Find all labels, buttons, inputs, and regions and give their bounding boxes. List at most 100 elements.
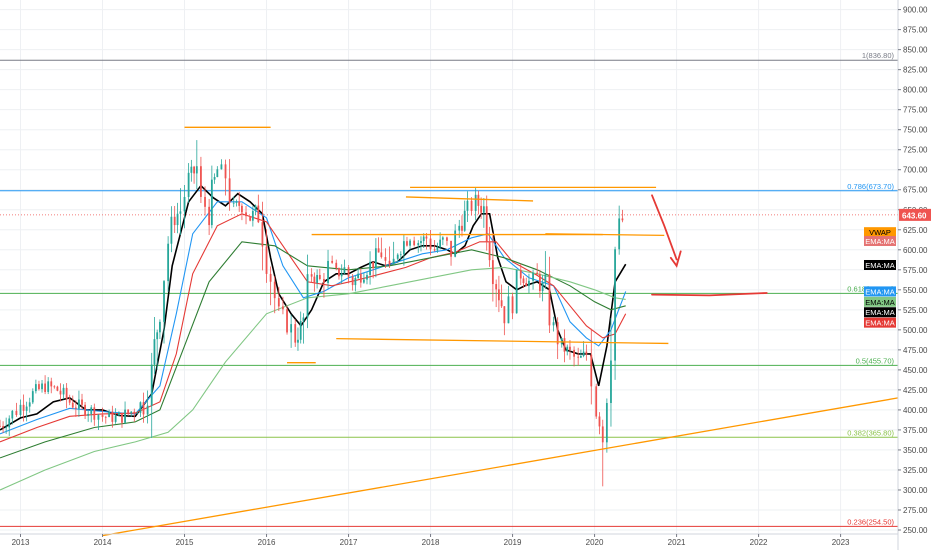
time-tick-label: 2014	[94, 538, 112, 547]
candle-body	[153, 339, 156, 365]
time-tick-label: 2019	[504, 538, 522, 547]
freehand-arrow	[651, 194, 678, 261]
time-tick-label: 2017	[340, 538, 358, 547]
candle-body	[497, 289, 500, 301]
grid	[0, 0, 898, 534]
candle-body	[50, 381, 53, 387]
candle-body	[228, 178, 231, 203]
candle-body	[450, 240, 452, 257]
candle-body	[235, 201, 238, 203]
candle-body	[374, 248, 377, 269]
indicator-label: EMA:MA	[865, 261, 895, 270]
candle-body	[384, 257, 387, 261]
indicator-label: EMA:MA	[865, 319, 895, 328]
last-price-tag: 643.60	[902, 211, 927, 220]
price-tick-label: 475.00	[903, 346, 928, 355]
candle-body	[306, 274, 309, 318]
candle-body	[598, 416, 601, 427]
candle-body	[5, 427, 8, 429]
candle-body	[354, 277, 357, 286]
time-tick-label: 2013	[12, 538, 30, 547]
candle-body	[458, 225, 461, 231]
candle-body	[297, 339, 299, 343]
candle-body	[525, 282, 528, 287]
candle-body	[238, 201, 241, 206]
ma-line	[0, 184, 627, 431]
candle-body	[454, 230, 457, 257]
candle-body	[8, 418, 11, 428]
candle-body	[121, 412, 123, 423]
candle-body	[25, 406, 28, 411]
candle-body	[590, 354, 593, 387]
candle-body	[71, 402, 74, 408]
price-tick-label: 425.00	[903, 386, 928, 395]
candle-body	[47, 381, 50, 392]
trend-line	[405, 196, 534, 202]
candles	[0, 140, 624, 487]
candle-body	[130, 411, 133, 414]
trend-lines	[102, 126, 899, 537]
candle-body	[146, 405, 149, 415]
candle-body	[193, 166, 195, 174]
candle-body	[406, 241, 408, 246]
price-tick-label: 300.00	[903, 486, 928, 495]
candle-body	[84, 404, 86, 416]
candle-body	[605, 402, 608, 443]
candle-body	[114, 415, 117, 422]
price-tick-label: 725.00	[903, 146, 928, 155]
candle-body	[340, 273, 343, 277]
price-tick-label: 675.00	[903, 186, 928, 195]
price-tick-label: 625.00	[903, 226, 928, 235]
candle-body	[357, 273, 360, 278]
candle-body	[563, 338, 566, 352]
candle-body	[232, 202, 235, 204]
price-tick-label: 575.00	[903, 266, 928, 275]
trend-line	[336, 338, 669, 345]
price-tick-label: 775.00	[903, 106, 928, 115]
fib-label: 0.786(673.70)	[847, 182, 894, 191]
indicator-label-box	[864, 296, 896, 307]
price-tick-label: 375.00	[903, 426, 928, 435]
candle-body	[503, 306, 506, 324]
candle-body	[343, 267, 346, 274]
time-tick-label: 2023	[832, 538, 850, 547]
candle-body	[477, 194, 480, 206]
candle-body	[38, 384, 40, 390]
candle-body	[159, 321, 161, 333]
candle-body	[372, 261, 375, 269]
candle-body	[446, 237, 448, 241]
time-tick-label: 2021	[668, 538, 686, 547]
candle-body	[425, 236, 428, 239]
candle-body	[200, 166, 202, 197]
candle-body	[433, 249, 436, 251]
candle-body	[474, 194, 477, 211]
candle-body	[585, 351, 588, 355]
candle-body	[485, 206, 488, 242]
candle-body	[2, 426, 4, 428]
candle-body	[579, 356, 582, 358]
candle-body	[68, 398, 71, 403]
candle-body	[310, 274, 313, 277]
fib-label: 1(836.80)	[862, 51, 895, 60]
candle-body	[556, 322, 559, 345]
candle-body	[335, 262, 338, 269]
price-tick-label: 450.00	[903, 366, 928, 375]
candle-body	[90, 407, 93, 414]
price-tick-label: 825.00	[903, 66, 928, 75]
candle-body	[44, 383, 47, 392]
candle-body	[338, 268, 340, 277]
candle-body	[413, 240, 416, 246]
candle-body	[170, 216, 173, 244]
time-axis: 2013 2014 2015 2016 2017 2018 2019 2020 2021 2022…	[0, 533, 898, 547]
indicator-label: EMA:MA	[865, 308, 895, 317]
candle-body	[466, 200, 469, 211]
ma-line	[0, 201, 627, 435]
candle-body	[74, 407, 77, 409]
candle-body	[53, 386, 56, 388]
candle-body	[422, 236, 425, 242]
fib-label: 0.236(254.50)	[847, 517, 894, 526]
candle-body	[241, 205, 243, 213]
fib-label: 0.382(365.80)	[847, 428, 894, 437]
